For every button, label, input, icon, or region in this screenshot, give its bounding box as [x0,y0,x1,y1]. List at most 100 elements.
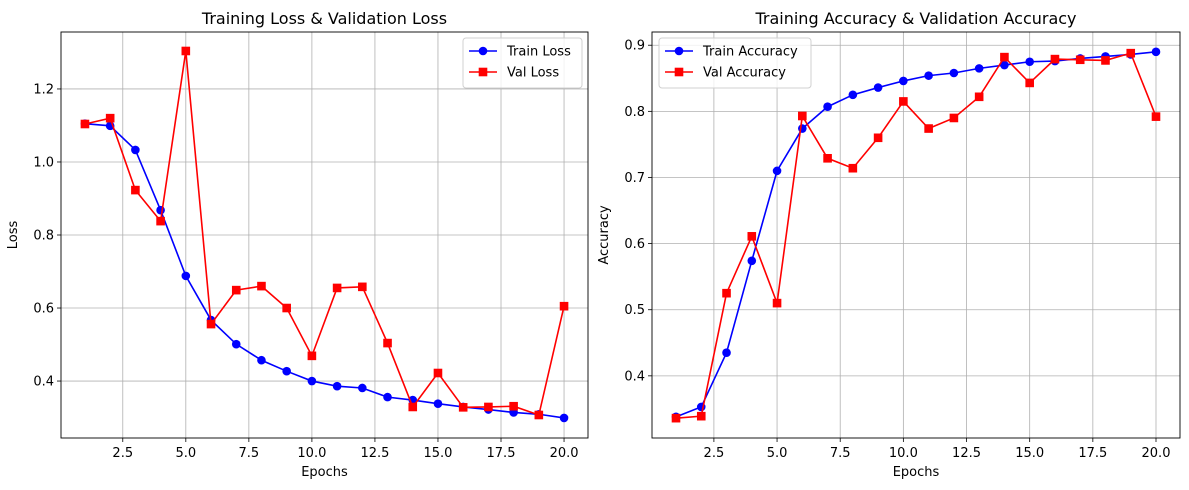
data-point [181,46,191,56]
axes-frame [651,31,1181,439]
data-point [747,232,757,241]
data-point [257,355,266,365]
data-point [1025,78,1034,88]
data-point [722,288,731,298]
chart-title: Training Accuracy & Validation Accuracy [754,9,1076,28]
legend-label: Val Accuracy [703,66,786,81]
data-point [899,76,908,86]
data-point [458,403,468,412]
data-point [559,301,569,311]
series-train-accuracy [671,47,1161,422]
data-point [949,68,959,78]
y-axis-label: Accuracy [597,205,612,265]
data-point [131,185,140,195]
data-point [924,124,933,133]
data-point [484,402,493,412]
data-point [105,113,115,123]
data-point [156,216,165,226]
data-point [823,102,832,112]
data-point [696,411,706,421]
data-point [383,392,392,402]
data-point [974,64,984,73]
legend-item: Train Accuracy [665,45,798,60]
data-point [307,376,317,386]
data-point [408,402,418,412]
series-line [84,50,565,417]
data-point [873,83,883,92]
data-point [332,381,342,391]
x-axis-label: Epochs [893,465,940,480]
x-tick-label: 17.5 [1078,446,1107,461]
y-tick-label: 1.0 [33,155,54,170]
legend-marker [478,46,488,56]
data-point [924,71,933,80]
data-point [798,111,807,121]
x-tick-label: 12.5 [952,446,981,461]
y-tick-label: 0.4 [33,375,54,390]
x-tick-label: 20.0 [1142,446,1171,461]
y-tick-label: 0.8 [624,105,645,120]
series-val-accuracy [671,48,1161,423]
y-tick-label: 0.8 [33,229,54,244]
data-point [1075,55,1085,65]
x-tick-label: 5.0 [175,446,196,461]
y-tick-label: 0.7 [624,171,645,186]
data-point [307,351,317,361]
legend-marker [674,46,684,56]
data-point [1151,112,1161,121]
legend-label: Train Loss [506,45,571,60]
data-point [358,383,367,393]
legend-marker [478,67,488,77]
data-point [231,285,241,295]
legend-box [658,37,812,89]
data-point [848,163,858,173]
data-point [80,119,90,129]
y-tick-label: 0.6 [624,237,645,252]
x-tick-label: 12.5 [360,446,389,461]
legend-item: Val Accuracy [665,66,786,81]
data-point [899,97,908,106]
data-point [1101,56,1110,65]
data-point [1025,57,1034,67]
data-point [383,338,392,348]
x-tick-label: 7.5 [239,446,260,461]
series-val-loss [80,46,569,420]
legend-label: Val Loss [507,66,559,81]
data-point [257,281,266,291]
data-point [949,113,959,123]
legend: Train Loss Val Loss [462,37,583,89]
data-point [722,348,731,358]
axes-frame [60,31,589,439]
x-tick-label: 5.0 [767,446,788,461]
data-point [1151,47,1161,57]
data-point [671,413,681,423]
x-tick-label: 20.0 [550,446,579,461]
data-point [848,90,858,100]
series-train-loss [80,119,569,423]
y-tick-label: 0.6 [33,302,54,317]
data-point [282,366,291,376]
x-tick-label: 2.5 [704,446,725,461]
x-axis-label: Epochs [301,465,348,480]
data-point [181,271,191,281]
data-point [1000,60,1009,70]
data-point [873,133,883,143]
data-point [559,413,569,423]
data-point [1126,48,1136,58]
x-tick-label: 17.5 [487,446,516,461]
data-point [433,399,443,408]
legend-item: Val Loss [469,66,559,81]
data-point [1050,54,1060,64]
data-point [433,368,443,378]
data-point [772,298,782,308]
legend-label: Train Accuracy [702,45,798,60]
y-tick-label: 0.4 [624,369,645,384]
y-tick-label: 0.9 [624,39,645,54]
data-point [206,319,216,329]
x-tick-label: 10.0 [297,446,326,461]
x-tick-label: 2.5 [112,446,133,461]
data-point [747,256,757,266]
data-point [231,339,241,349]
y-tick-label: 1.2 [33,82,54,97]
